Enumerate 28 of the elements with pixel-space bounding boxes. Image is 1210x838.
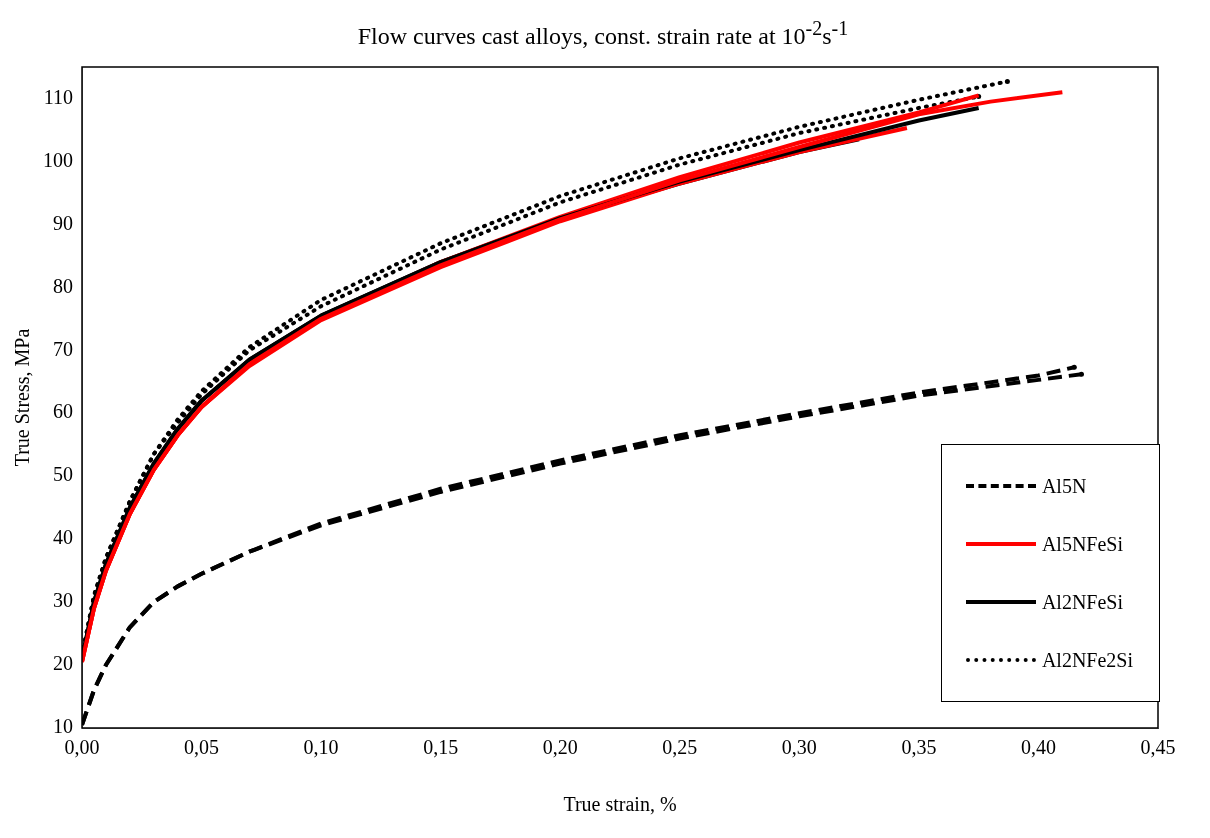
x-tick-label: 0,10	[303, 736, 339, 759]
y-tick-label: 80	[53, 274, 73, 297]
chart-title: Flow curves cast alloys, const. strain rate at 10$^{-2}$s$^{-1}$	[356, 16, 850, 51]
x-tick-label: 0,05	[184, 736, 220, 759]
x-tick-label: 0,15	[423, 736, 459, 759]
x-tick-label: 0,30	[781, 736, 817, 759]
y-tick-label: 70	[53, 337, 73, 360]
y-tick-label: 30	[53, 589, 73, 612]
legend-label: Al2NFeSi	[1041, 590, 1123, 614]
y-tick-label: 100	[43, 148, 73, 171]
legend-label: Al5N	[1041, 474, 1087, 498]
x-tick-label: 0,00	[64, 736, 100, 759]
x-tick-label: 0,45	[1140, 736, 1176, 759]
y-tick-label: 90	[53, 211, 73, 234]
x-tick-label: 0,20	[542, 736, 578, 759]
x-tick-label: 0,25	[662, 736, 698, 759]
x-axis-title: True strain, %	[563, 793, 677, 816]
y-axis-title: True Stress, MPa	[11, 328, 34, 467]
y-tick-label: 110	[43, 85, 73, 108]
y-tick-label: 40	[53, 526, 73, 549]
y-tick-label: 10	[53, 715, 73, 738]
y-tick-label: 20	[53, 652, 73, 675]
legend-label: Al5NFeSi	[1041, 532, 1123, 556]
x-tick-label: 0,35	[901, 736, 937, 759]
x-tick-label: 0,40	[1020, 736, 1056, 759]
y-tick-label: 50	[53, 463, 73, 486]
legend-label: Al2NFe2Si	[1041, 648, 1133, 672]
y-tick-label: 60	[53, 400, 73, 423]
